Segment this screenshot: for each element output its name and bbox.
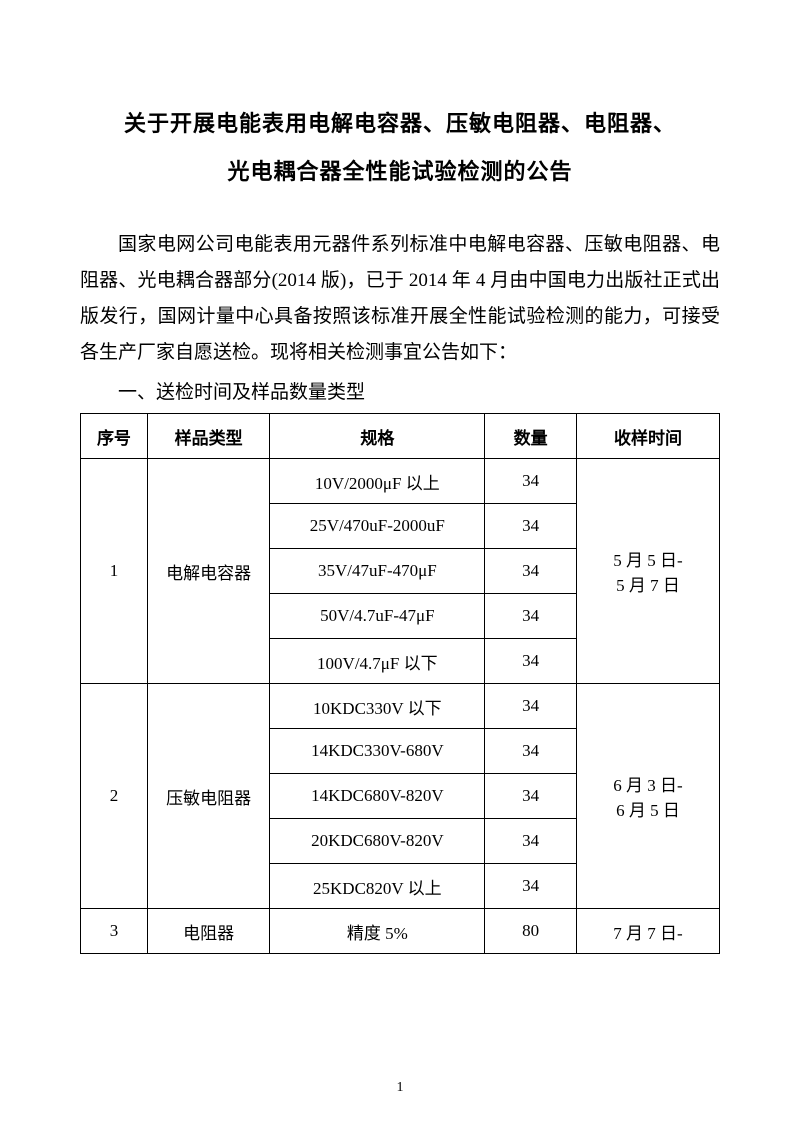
cell-time: 6 月 3 日- 6 月 5 日 bbox=[576, 684, 719, 909]
cell-spec: 50V/4.7uF-47μF bbox=[270, 594, 485, 639]
cell-qty: 34 bbox=[485, 729, 577, 774]
cell-spec: 10KDC330V 以下 bbox=[270, 684, 485, 729]
time-line-1: 6 月 3 日- bbox=[581, 771, 715, 796]
cell-qty: 34 bbox=[485, 639, 577, 684]
time-line-2: 6 月 5 日 bbox=[581, 796, 715, 821]
table-row: 1 电解电容器 10V/2000μF 以上 34 5 月 5 日- 5 月 7 … bbox=[81, 459, 720, 504]
cell-type: 电阻器 bbox=[147, 909, 269, 954]
cell-spec: 14KDC330V-680V bbox=[270, 729, 485, 774]
cell-qty: 34 bbox=[485, 819, 577, 864]
cell-seq: 1 bbox=[81, 459, 148, 684]
cell-qty: 34 bbox=[485, 549, 577, 594]
cell-spec: 25V/470uF-2000uF bbox=[270, 504, 485, 549]
title-line-1: 关于开展电能表用电解电容器、压敏电阻器、电阻器、 bbox=[80, 100, 720, 148]
th-type: 样品类型 bbox=[147, 414, 269, 459]
table-row: 2 压敏电阻器 10KDC330V 以下 34 6 月 3 日- 6 月 5 日 bbox=[81, 684, 720, 729]
table-header-row: 序号 样品类型 规格 数量 收样时间 bbox=[81, 414, 720, 459]
cell-seq: 2 bbox=[81, 684, 148, 909]
section-1-heading: 一、送检时间及样品数量类型 bbox=[80, 375, 720, 411]
cell-spec: 25KDC820V 以上 bbox=[270, 864, 485, 909]
cell-qty: 34 bbox=[485, 594, 577, 639]
cell-spec: 20KDC680V-820V bbox=[270, 819, 485, 864]
th-spec: 规格 bbox=[270, 414, 485, 459]
cell-type: 电解电容器 bbox=[147, 459, 269, 684]
cell-qty: 34 bbox=[485, 684, 577, 729]
intro-paragraph: 国家电网公司电能表用元器件系列标准中电解电容器、压敏电阻器、电阻器、光电耦合器部… bbox=[80, 227, 720, 371]
time-line-1: 5 月 5 日- bbox=[581, 546, 715, 571]
document-title: 关于开展电能表用电解电容器、压敏电阻器、电阻器、 光电耦合器全性能试验检测的公告 bbox=[80, 100, 720, 197]
cell-spec: 10V/2000μF 以上 bbox=[270, 459, 485, 504]
sample-table: 序号 样品类型 规格 数量 收样时间 1 电解电容器 10V/2000μF 以上… bbox=[80, 413, 720, 954]
cell-time: 5 月 5 日- 5 月 7 日 bbox=[576, 459, 719, 684]
cell-qty: 34 bbox=[485, 864, 577, 909]
cell-qty: 34 bbox=[485, 774, 577, 819]
cell-time: 7 月 7 日- bbox=[576, 909, 719, 954]
th-time: 收样时间 bbox=[576, 414, 719, 459]
cell-qty: 80 bbox=[485, 909, 577, 954]
cell-type: 压敏电阻器 bbox=[147, 684, 269, 909]
title-line-2: 光电耦合器全性能试验检测的公告 bbox=[80, 148, 720, 196]
th-seq: 序号 bbox=[81, 414, 148, 459]
th-qty: 数量 bbox=[485, 414, 577, 459]
cell-spec: 100V/4.7μF 以下 bbox=[270, 639, 485, 684]
cell-spec: 14KDC680V-820V bbox=[270, 774, 485, 819]
table-row: 3 电阻器 精度 5% 80 7 月 7 日- bbox=[81, 909, 720, 954]
cell-seq: 3 bbox=[81, 909, 148, 954]
cell-spec: 35V/47uF-470μF bbox=[270, 549, 485, 594]
time-line-2: 5 月 7 日 bbox=[581, 571, 715, 596]
cell-spec: 精度 5% bbox=[270, 909, 485, 954]
cell-qty: 34 bbox=[485, 504, 577, 549]
cell-qty: 34 bbox=[485, 459, 577, 504]
page-number: 1 bbox=[0, 1080, 800, 1096]
